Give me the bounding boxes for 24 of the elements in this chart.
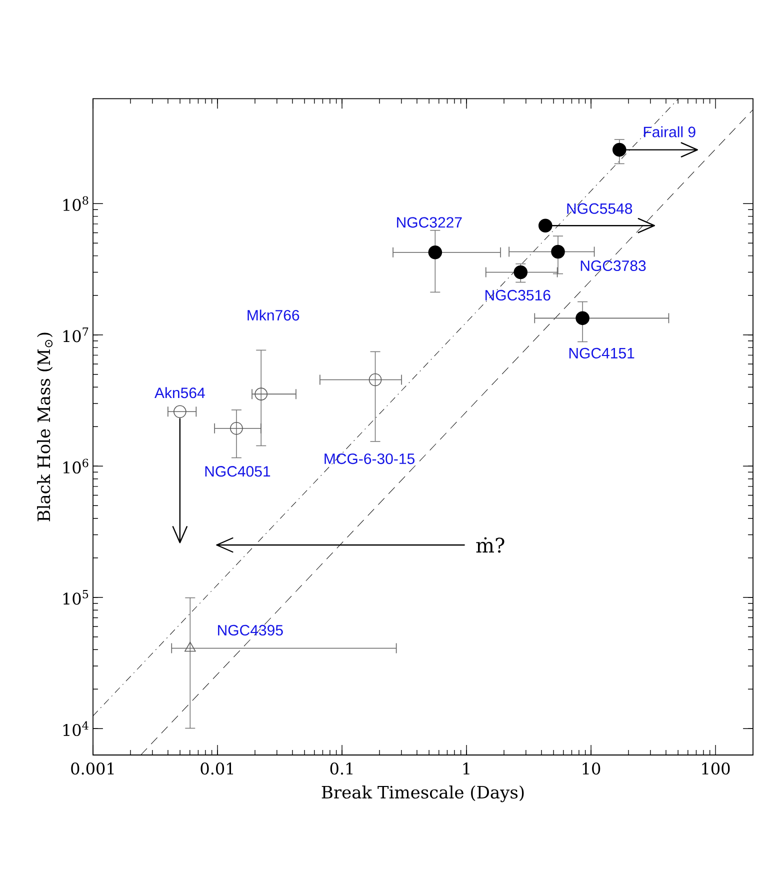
annotation: NGC4151 [569, 348, 634, 358]
annotation: NGC5548 [567, 203, 632, 214]
y-axis-title: Black Hole Mass (M$_{⊙}$) [37, 332, 53, 522]
y-tick-label: 10$^{4}$ [63, 721, 88, 736]
x-tick-label: 100 [702, 762, 730, 775]
annotation: NGC3783 [580, 260, 646, 272]
x-tick-label: 0.1 [330, 762, 352, 775]
annotation: NGC4395 [218, 624, 283, 636]
annotation: Akn564 [154, 387, 205, 398]
annotation: Fairall 9 [644, 126, 696, 138]
x-tick-label: 0.01 [200, 762, 234, 775]
y-tick-label: 10$^{6}$ [63, 458, 88, 474]
x-tick-label: 1 [463, 762, 470, 774]
annotation: ṁ? [476, 537, 504, 553]
annotation: NGC4051 [205, 466, 270, 477]
annotation: MCG-6-30-15 [324, 453, 414, 464]
y-tick-label: 10$^{7}$ [63, 328, 88, 342]
annotation: NGC3227 [397, 217, 462, 228]
y-tick-label: 10$^{8}$ [63, 196, 88, 211]
x-tick-label: 0.001 [71, 762, 114, 775]
y-tick-label: 10$^{5}$ [63, 590, 88, 605]
x-axis-title: Break Timescale (Days) [322, 785, 524, 802]
annotation: Mkn766 [248, 310, 300, 321]
x-tick-label: 10 [582, 762, 600, 775]
